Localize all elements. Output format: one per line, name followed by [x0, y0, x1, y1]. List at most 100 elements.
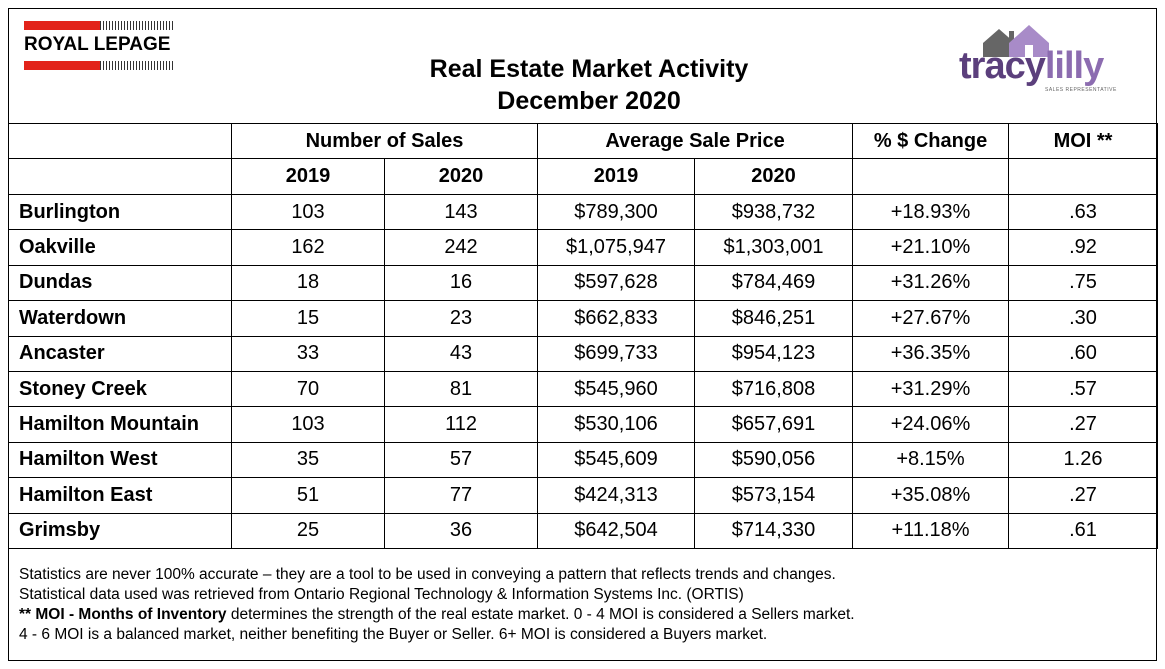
change-cell: +31.26%	[852, 264, 1010, 302]
corner-cell-2	[8, 158, 232, 195]
city-cell: Burlington	[8, 193, 232, 231]
moi-cell: .63	[1008, 193, 1159, 231]
footer-line-3-rest: determines the strength of the real esta…	[226, 606, 855, 623]
moi-cell: .27	[1008, 477, 1159, 514]
sales-2019-cell: 103	[231, 406, 385, 443]
price-2020-cell: $590,056	[694, 441, 854, 479]
price-2019-header: 2019	[537, 158, 696, 195]
price-2020-cell: $938,732	[694, 193, 854, 231]
price-2020-cell: $1,303,001	[694, 229, 854, 266]
table-row: Burlington 103 143 $789,300 $938,732 +18…	[8, 193, 1159, 231]
moi-cell: .57	[1008, 370, 1159, 408]
sales-2020-cell: 16	[383, 264, 539, 302]
price-2019-cell: $597,628	[537, 264, 696, 302]
sales-2020-cell: 23	[383, 300, 539, 337]
price-2019-cell: $530,106	[537, 406, 696, 443]
page-title: Real Estate Market Activity December 202…	[339, 53, 839, 117]
city-cell: Stoney Creek	[8, 370, 232, 408]
price-2019-cell: $545,609	[537, 441, 696, 479]
table-row: Ancaster 33 43 $699,733 $954,123 +36.35%…	[8, 335, 1159, 372]
tracy-lilly-logo-subtitle: SALES REPRESENTATIVE	[1045, 87, 1117, 93]
sales-2019-cell: 15	[231, 300, 385, 337]
title-line-1: Real Estate Market Activity	[429, 55, 749, 83]
price-2020-cell: $573,154	[694, 477, 854, 514]
sales-2020-cell: 81	[383, 370, 539, 408]
sales-2019-cell: 51	[231, 477, 385, 514]
city-cell: Hamilton West	[8, 441, 232, 479]
price-2020-cell: $657,691	[694, 406, 854, 443]
header: ROYAL LEPAGE Real Estate Market Activity…	[9, 9, 1156, 123]
price-2019-cell: $699,733	[537, 335, 696, 372]
moi-header: MOI **	[1008, 123, 1159, 159]
price-2019-cell: $789,300	[537, 193, 696, 231]
table-row: Oakville 162 242 $1,075,947 $1,303,001 +…	[8, 229, 1159, 266]
sales-2020-cell: 242	[383, 229, 539, 266]
sales-2019-cell: 103	[231, 193, 385, 231]
price-2020-header: 2020	[694, 158, 854, 195]
sales-2020-cell: 43	[383, 335, 539, 372]
price-2019-cell: $545,960	[537, 370, 696, 408]
change-cell: +27.67%	[852, 300, 1010, 337]
sales-2019-header: 2019	[231, 158, 385, 195]
city-cell: Grimsby	[8, 512, 232, 549]
price-2020-cell: $954,123	[694, 335, 854, 372]
sales-2019-cell: 35	[231, 441, 385, 479]
city-cell: Dundas	[8, 264, 232, 302]
number-of-sales-header: Number of Sales	[230, 123, 539, 159]
average-sale-price-header: Average Sale Price	[537, 123, 854, 159]
sales-2020-header: 2020	[383, 158, 539, 195]
price-2019-cell: $1,075,947	[537, 229, 696, 266]
tracy-lilly-logo: tracylilly SALES REPRESENTATIVE	[949, 23, 1144, 103]
sales-2019-cell: 33	[231, 335, 385, 372]
city-cell: Ancaster	[8, 335, 232, 372]
footer-line-4: 4 - 6 MOI is a balanced market, neither …	[19, 626, 768, 643]
price-2020-cell: $784,469	[694, 264, 854, 302]
sales-2019-cell: 70	[231, 370, 385, 408]
table-row: Stoney Creek 70 81 $545,960 $716,808 +31…	[8, 370, 1159, 408]
price-2020-cell: $846,251	[694, 300, 854, 337]
moi-cell: 1.26	[1008, 441, 1159, 479]
change-cell: +21.10%	[852, 229, 1010, 266]
percent-change-header: % $ Change	[852, 123, 1010, 159]
change-subheader	[852, 158, 1010, 195]
price-2020-cell: $714,330	[694, 512, 854, 549]
sales-2020-cell: 36	[383, 512, 539, 549]
change-cell: +24.06%	[852, 406, 1010, 443]
table-row: Waterdown 15 23 $662,833 $846,251 +27.67…	[8, 300, 1159, 337]
city-cell: Hamilton Mountain	[8, 406, 232, 443]
group-header-row: Number of Sales Average Sale Price % $ C…	[8, 123, 1159, 159]
moi-definition: ** MOI - Months of Inventory	[19, 606, 227, 623]
table-row: Dundas 18 16 $597,628 $784,469 +31.26% .…	[8, 264, 1159, 302]
table-row: Hamilton Mountain 103 112 $530,106 $657,…	[8, 406, 1159, 443]
market-activity-sheet: ROYAL LEPAGE Real Estate Market Activity…	[8, 8, 1159, 661]
table-row: Hamilton East 51 77 $424,313 $573,154 +3…	[8, 477, 1159, 514]
change-cell: +36.35%	[852, 335, 1010, 372]
year-header-row: 2019 2020 2019 2020	[8, 158, 1159, 195]
moi-cell: .60	[1008, 335, 1159, 372]
house-icon	[983, 25, 1049, 57]
change-cell: +35.08%	[852, 477, 1010, 514]
price-2019-cell: $424,313	[537, 477, 696, 514]
price-2019-cell: $642,504	[537, 512, 696, 549]
sales-2020-cell: 77	[383, 477, 539, 514]
footer-line-3: ** MOI - Months of Inventory determines …	[19, 605, 1149, 625]
price-2020-cell: $716,808	[694, 370, 854, 408]
change-cell: +31.29%	[852, 370, 1010, 408]
city-cell: Waterdown	[8, 300, 232, 337]
moi-cell: .61	[1008, 512, 1159, 549]
royal-lepage-logo: ROYAL LEPAGE	[24, 21, 174, 73]
city-cell: Hamilton East	[8, 477, 232, 514]
moi-subheader	[1008, 158, 1159, 195]
moi-cell: .92	[1008, 229, 1159, 266]
table-row: Grimsby 25 36 $642,504 $714,330 +11.18% …	[8, 512, 1159, 549]
change-cell: +18.93%	[852, 193, 1010, 231]
footer-notes: Statistics are never 100% accurate – the…	[19, 565, 1149, 645]
title-line-2: December 2020	[497, 87, 681, 115]
sales-2019-cell: 25	[231, 512, 385, 549]
tracy-lilly-logo-text: tracylilly	[959, 45, 1104, 87]
sales-2019-cell: 18	[231, 264, 385, 302]
table-row: Hamilton West 35 57 $545,609 $590,056 +8…	[8, 441, 1159, 479]
sales-2020-cell: 57	[383, 441, 539, 479]
market-table: Number of Sales Average Sale Price % $ C…	[8, 123, 1159, 549]
moi-cell: .30	[1008, 300, 1159, 337]
